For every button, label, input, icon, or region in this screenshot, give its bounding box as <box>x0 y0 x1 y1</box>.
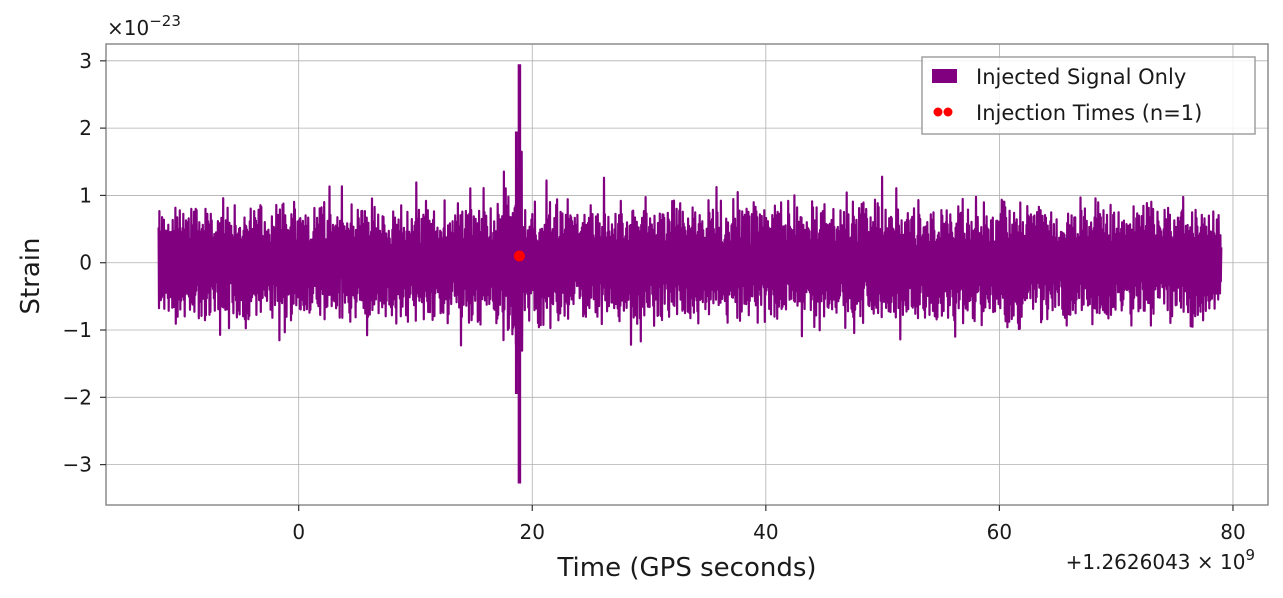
legend-item-injections: Injection Times (n=1) <box>933 101 1202 125</box>
y-tick-label: 2 <box>79 116 92 140</box>
y-scale-label: ×10−23 <box>107 12 181 40</box>
y-tick-label: −1 <box>63 318 92 342</box>
y-tick-label: 0 <box>79 251 92 275</box>
x-tick-label: 0 <box>292 520 305 544</box>
y-tick-label: −3 <box>63 453 92 477</box>
y-axis-label: Strain <box>16 237 46 314</box>
injection-markers <box>513 250 525 262</box>
x-tick-label: 80 <box>1220 520 1245 544</box>
legend-swatch-signal <box>932 69 957 83</box>
legend-label-signal: Injected Signal Only <box>976 65 1186 89</box>
legend-dot-injection-2 <box>943 107 953 117</box>
y-axis-ticks: −3 −2 −1 0 1 2 3 <box>63 49 106 477</box>
x-offset-label: +1.2626043 × 109 <box>1066 546 1255 574</box>
legend-item-signal: Injected Signal Only <box>932 65 1186 89</box>
y-tick-label: −2 <box>63 385 92 409</box>
x-tick-label: 60 <box>987 520 1012 544</box>
legend-dot-injection-1 <box>933 107 943 117</box>
x-axis-ticks: 0 20 40 60 80 <box>292 505 1246 544</box>
legend-box <box>921 56 1256 135</box>
legend-label-injections: Injection Times (n=1) <box>976 101 1202 125</box>
series-layer <box>157 64 1223 484</box>
x-tick-label: 20 <box>520 520 545 544</box>
strain-series-line <box>157 150 1223 364</box>
x-axis-label: Time (GPS seconds) <box>556 553 816 583</box>
legend: Injected Signal Only Injection Times (n=… <box>921 56 1256 135</box>
y-tick-label: 1 <box>79 183 92 207</box>
injection-point <box>513 250 525 262</box>
y-tick-label: 3 <box>79 49 92 73</box>
x-tick-label: 40 <box>753 520 778 544</box>
axes-frame <box>105 43 1269 506</box>
